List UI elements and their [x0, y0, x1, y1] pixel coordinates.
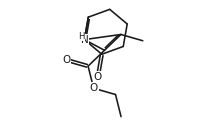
Text: O: O — [94, 72, 102, 82]
Text: N: N — [80, 35, 88, 45]
Text: O: O — [62, 55, 70, 65]
Text: H: H — [78, 32, 85, 41]
Text: O: O — [89, 83, 98, 93]
